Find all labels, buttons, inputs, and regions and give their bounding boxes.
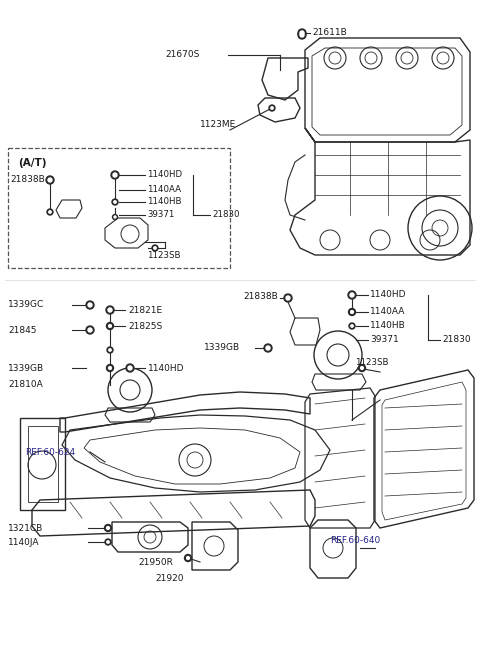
Circle shape [86,326,94,334]
Circle shape [298,31,306,39]
Circle shape [359,365,365,371]
Circle shape [114,201,116,203]
Circle shape [47,209,53,215]
Text: 21821E: 21821E [128,306,162,315]
Text: 1140JA: 1140JA [8,538,39,547]
Circle shape [88,328,92,332]
Circle shape [105,525,111,531]
Text: 21920: 21920 [155,574,183,583]
Circle shape [105,539,111,545]
Circle shape [298,29,306,37]
Text: REF.60-640: REF.60-640 [330,536,380,545]
Text: 21838B: 21838B [243,292,278,301]
Circle shape [266,346,270,350]
Text: 1339GB: 1339GB [204,343,240,352]
Circle shape [348,291,356,299]
Circle shape [106,306,114,314]
Circle shape [109,349,111,351]
Text: 1123ME: 1123ME [200,120,236,129]
Text: 1140HB: 1140HB [147,197,181,206]
Circle shape [128,366,132,370]
Text: 21950R: 21950R [138,558,173,567]
Circle shape [351,325,353,327]
Circle shape [350,310,353,314]
Circle shape [48,178,52,182]
Circle shape [349,323,355,329]
Text: 21670S: 21670S [165,50,199,59]
Text: (A/T): (A/T) [18,158,47,168]
Circle shape [284,294,292,302]
Text: 1339GC: 1339GC [8,300,44,309]
Circle shape [114,216,116,218]
Circle shape [107,365,113,371]
Text: 21830: 21830 [442,335,470,344]
Circle shape [108,367,111,369]
Bar [8,148,230,268]
Circle shape [107,323,113,329]
Circle shape [360,367,363,369]
Circle shape [300,33,304,37]
Circle shape [348,308,356,316]
Circle shape [152,245,158,251]
Text: 39371: 39371 [370,335,399,344]
Text: 1339GB: 1339GB [8,364,44,373]
Circle shape [350,293,354,297]
Text: 21825S: 21825S [128,322,162,331]
Text: 1140HD: 1140HD [148,364,184,373]
Circle shape [300,31,304,35]
Circle shape [113,173,117,177]
Circle shape [269,105,275,111]
Text: 21838B: 21838B [10,175,45,184]
Circle shape [184,554,192,562]
Circle shape [86,301,94,309]
Circle shape [108,325,111,327]
Circle shape [49,211,51,213]
Circle shape [107,527,109,529]
Circle shape [88,303,92,307]
Circle shape [107,541,109,543]
Text: 21810A: 21810A [8,380,43,389]
Text: 1140HB: 1140HB [370,321,406,330]
Text: 1140AA: 1140AA [147,185,181,194]
Circle shape [154,247,156,249]
Text: 1321CB: 1321CB [8,524,43,533]
Text: 1123SB: 1123SB [355,358,388,367]
Text: 1140HD: 1140HD [370,290,407,299]
Text: 21830: 21830 [212,210,240,219]
Circle shape [264,344,272,352]
Text: 21845: 21845 [8,326,36,335]
Text: 1140HD: 1140HD [147,170,182,179]
Circle shape [108,308,112,312]
Text: 21611B: 21611B [312,28,347,37]
Text: 39371: 39371 [147,210,174,219]
Text: REF.60-624: REF.60-624 [25,448,75,457]
Circle shape [107,347,113,353]
Circle shape [187,556,190,560]
Circle shape [112,215,118,220]
Circle shape [286,296,290,300]
Circle shape [126,364,134,372]
Circle shape [46,176,54,184]
Circle shape [111,171,119,179]
Text: 1123SB: 1123SB [147,251,180,260]
Circle shape [271,107,273,109]
Circle shape [112,199,118,205]
Text: 1140AA: 1140AA [370,307,406,316]
